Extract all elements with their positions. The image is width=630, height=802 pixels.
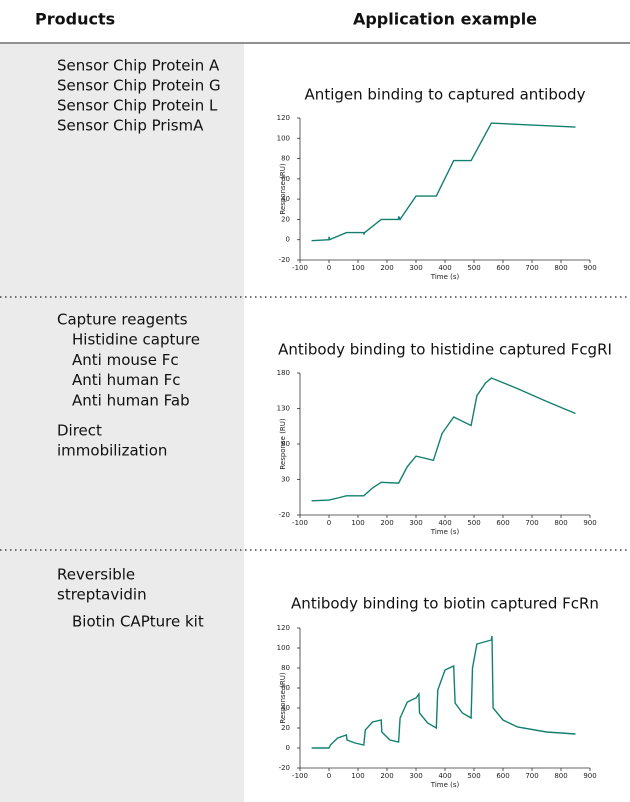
- y-tick-label: 40: [281, 195, 290, 203]
- product-line: Reversible: [57, 566, 135, 584]
- y-tick-label: -20: [279, 256, 290, 264]
- x-axis-label: Time (s): [430, 528, 460, 536]
- x-tick-label: 100: [351, 772, 364, 780]
- y-tick-label: -20: [279, 764, 290, 772]
- x-tick-label: 700: [525, 264, 538, 272]
- y-tick-label: 20: [281, 724, 290, 732]
- sensorgram: [311, 635, 576, 749]
- product-line: Sensor Chip Protein L: [57, 97, 218, 115]
- x-tick-label: 800: [554, 519, 567, 527]
- y-tick-label: 30: [281, 476, 290, 484]
- x-tick-label: 500: [467, 772, 480, 780]
- x-tick-label: 400: [438, 519, 451, 527]
- x-tick-label: -100: [292, 772, 308, 780]
- x-tick-label: 900: [583, 264, 596, 272]
- x-tick-label: 600: [496, 772, 509, 780]
- x-tick-label: 500: [467, 519, 480, 527]
- y-tick-label: 100: [277, 644, 290, 652]
- x-tick-label: 900: [583, 519, 596, 527]
- chart-title: Antigen binding to captured antibody: [305, 86, 586, 104]
- y-tick-label: 100: [277, 134, 290, 142]
- x-tick-label: 0: [327, 519, 331, 527]
- y-tick-label: 40: [281, 704, 290, 712]
- x-tick-label: 700: [525, 772, 538, 780]
- x-tick-label: 100: [351, 519, 364, 527]
- chart-title: Antibody binding to histidine captured F…: [278, 341, 612, 359]
- y-tick-label: -20: [279, 511, 290, 519]
- x-tick-label: 400: [438, 264, 451, 272]
- y-tick-label: 0: [286, 236, 290, 244]
- x-tick-label: 300: [409, 772, 422, 780]
- x-tick-label: 800: [554, 772, 567, 780]
- header-products: Products: [35, 10, 115, 29]
- x-tick-label: 0: [327, 772, 331, 780]
- y-tick-label: 120: [277, 114, 290, 122]
- sensorgram: [311, 377, 576, 502]
- x-tick-label: 700: [525, 519, 538, 527]
- x-tick-label: 200: [380, 519, 393, 527]
- product-item: Histidine capture: [72, 331, 200, 349]
- product-item: Anti human Fab: [72, 391, 190, 409]
- chart-title: Antibody binding to biotin captured FcRn: [291, 595, 599, 613]
- product-item: Biotin CAPture kit: [72, 613, 204, 631]
- x-tick-label: -100: [292, 264, 308, 272]
- product-line: Sensor Chip Protein G: [57, 77, 221, 95]
- x-tick-label: 0: [327, 264, 331, 272]
- x-tick-label: 100: [351, 264, 364, 272]
- products-column: [0, 44, 244, 802]
- y-axis-label: Response (RU): [279, 672, 287, 724]
- product-line: Direct: [57, 422, 102, 440]
- y-tick-label: 0: [286, 744, 290, 752]
- x-tick-label: 600: [496, 519, 509, 527]
- y-axis-label: Response (RU): [279, 163, 287, 215]
- y-tick-label: 120: [277, 624, 290, 632]
- product-line: Sensor Chip PrismA: [57, 117, 204, 135]
- x-tick-label: 800: [554, 264, 567, 272]
- header-application: Application example: [353, 10, 537, 29]
- x-axis-label: Time (s): [430, 781, 460, 789]
- x-tick-label: 200: [380, 264, 393, 272]
- x-tick-label: 400: [438, 772, 451, 780]
- product-line: immobilization: [57, 442, 167, 460]
- x-axis-label: Time (s): [430, 273, 460, 281]
- product-line: Sensor Chip Protein A: [57, 57, 220, 75]
- product-item: Anti mouse Fc: [72, 351, 179, 369]
- y-tick-label: 80: [281, 664, 290, 672]
- sensorgram: [311, 122, 576, 242]
- y-tick-label: 130: [277, 405, 290, 413]
- x-tick-label: 900: [583, 772, 596, 780]
- y-tick-label: 180: [277, 369, 290, 377]
- x-tick-label: -100: [292, 519, 308, 527]
- x-tick-label: 300: [409, 264, 422, 272]
- y-tick-label: 20: [281, 215, 290, 223]
- x-tick-label: 300: [409, 519, 422, 527]
- product-line: Capture reagents: [57, 311, 188, 329]
- x-tick-label: 200: [380, 772, 393, 780]
- y-tick-label: 80: [281, 440, 290, 448]
- product-line: streptavidin: [57, 586, 147, 604]
- x-tick-label: 500: [467, 264, 480, 272]
- x-tick-label: 600: [496, 264, 509, 272]
- y-tick-label: 80: [281, 155, 290, 163]
- y-axis-label: Response (RU): [279, 418, 287, 470]
- y-tick-label: 60: [281, 175, 290, 183]
- y-tick-label: 60: [281, 684, 290, 692]
- product-item: Anti human Fc: [72, 371, 181, 389]
